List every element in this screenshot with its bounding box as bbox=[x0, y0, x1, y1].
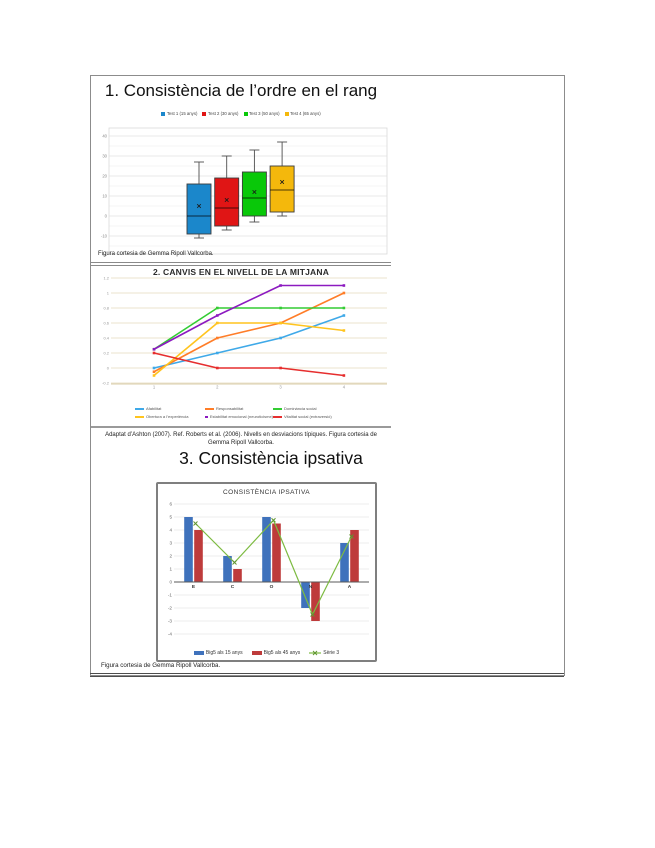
legend-item: Afabilitat bbox=[135, 406, 205, 411]
legend-swatch bbox=[273, 407, 282, 410]
legend-swatch bbox=[161, 111, 166, 116]
figure-2-caption: Adaptat d’Ashton (2007). Ref. Roberts et… bbox=[105, 432, 377, 447]
svg-text:40: 40 bbox=[102, 133, 107, 138]
svg-text:-20: -20 bbox=[101, 253, 108, 256]
legend-item: Test 2 (30 anys) bbox=[202, 111, 239, 116]
legend-swatch bbox=[273, 415, 282, 418]
legend-item: Test 1 (15 anys) bbox=[161, 111, 197, 116]
svg-text:3: 3 bbox=[169, 541, 172, 546]
svg-text:1: 1 bbox=[169, 567, 172, 572]
svg-text:5: 5 bbox=[169, 515, 172, 520]
bar-chart-frame: CONSISTÈNCIA IPSATIVA 6 5 4 3 2 1 0 -1 -2 -3 -4 E C O… bbox=[156, 482, 377, 662]
svg-text:1: 1 bbox=[107, 290, 110, 295]
svg-text:0.6: 0.6 bbox=[103, 320, 109, 325]
figure-3-caption: Figura cortesia de Gemma Ripoll Vallcorb… bbox=[101, 662, 221, 669]
legend-swatch bbox=[205, 407, 214, 410]
svg-text:20: 20 bbox=[102, 173, 107, 178]
svg-text:0: 0 bbox=[105, 213, 108, 218]
svg-text:E: E bbox=[192, 584, 196, 590]
svg-text:-1: -1 bbox=[168, 593, 173, 598]
svg-text:-4: -4 bbox=[168, 632, 173, 637]
legend-item: Sèrie 3 bbox=[309, 650, 339, 656]
bar-chart-title: CONSISTÈNCIA IPSATIVA bbox=[223, 489, 310, 496]
boxplot-legend: Test 1 (15 anys) Test 2 (30 anys) Test 3 (… bbox=[91, 111, 391, 116]
legend-swatch bbox=[193, 651, 204, 655]
legend-swatch bbox=[251, 651, 262, 655]
legend-item: Test 3 (50 anys) bbox=[243, 111, 280, 116]
legend-swatch bbox=[284, 111, 289, 116]
boxplot-chart: 40 30 20 10 0 -10 -20 bbox=[101, 127, 388, 256]
svg-text:3: 3 bbox=[279, 385, 282, 390]
svg-text:0: 0 bbox=[107, 365, 110, 370]
section-divider-2 bbox=[91, 426, 391, 428]
legend-swatch bbox=[243, 111, 248, 116]
svg-text:-3: -3 bbox=[168, 619, 173, 624]
bottom-double-rule bbox=[90, 673, 564, 677]
page-border-frame: 1. Consistència de l’ordre en el rang Te… bbox=[90, 75, 565, 676]
section-divider-1 bbox=[91, 262, 391, 266]
legend-swatch bbox=[135, 415, 144, 418]
svg-text:-2: -2 bbox=[168, 606, 173, 611]
legend-item: Test 4 (65 anys) bbox=[284, 111, 321, 116]
svg-text:C: C bbox=[231, 584, 235, 590]
line-chart: 1.2 1 0.8 0.6 0.4 0.2 0 -0.2 1 2 3 4 bbox=[102, 276, 387, 390]
line-chart-legend: Afabilitat Responsabilitat Dominància soci… bbox=[135, 406, 435, 419]
svg-text:O: O bbox=[270, 584, 274, 590]
svg-text:-10: -10 bbox=[101, 233, 108, 238]
svg-text:0.8: 0.8 bbox=[103, 305, 109, 310]
svg-text:A: A bbox=[348, 584, 352, 590]
svg-text:10: 10 bbox=[102, 193, 107, 198]
legend-item: Obertura a l’experiència bbox=[135, 414, 205, 419]
legend-item: Big5 als 15 anys bbox=[193, 650, 243, 656]
figure-1-title: 1. Consistència de l’ordre en el rang bbox=[104, 81, 378, 100]
legend-swatch bbox=[135, 407, 144, 410]
legend-item: Estabilitat emocional (neuroticisme) bbox=[205, 414, 273, 419]
svg-text:4: 4 bbox=[343, 385, 346, 390]
svg-text:0.4: 0.4 bbox=[103, 335, 109, 340]
svg-text:0: 0 bbox=[169, 580, 172, 585]
svg-text:1: 1 bbox=[153, 385, 156, 390]
svg-text:-0.2: -0.2 bbox=[102, 380, 110, 385]
svg-text:30: 30 bbox=[102, 153, 107, 158]
legend-item: Vitalitat social (extraversió) bbox=[273, 414, 435, 419]
legend-swatch bbox=[202, 111, 207, 116]
figure-3-title: 3. Consistència ipsativa bbox=[179, 448, 363, 468]
svg-text:6: 6 bbox=[169, 502, 172, 507]
svg-text:2: 2 bbox=[169, 554, 172, 559]
svg-text:0.2: 0.2 bbox=[103, 350, 109, 355]
svg-text:4: 4 bbox=[169, 528, 172, 533]
legend-swatch bbox=[205, 415, 208, 418]
svg-text:2: 2 bbox=[216, 385, 219, 390]
figure-2-title: 2. CANVIS EN EL NIVELL DE LA MITJANA bbox=[152, 267, 330, 277]
legend-swatch bbox=[309, 650, 322, 656]
legend-item: Dominància social bbox=[273, 406, 435, 411]
bar-chart: 6 5 4 3 2 1 0 -1 -2 -3 -4 E C O N A bbox=[168, 502, 369, 637]
bar-chart-legend: Big5 als 15 anys Big5 als 45 anys Sèrie 3 bbox=[158, 650, 375, 656]
figure-1-caption: Figura cortesia de Gemma Ripoll Vallcorb… bbox=[98, 251, 214, 257]
legend-item: Responsabilitat bbox=[205, 406, 273, 411]
svg-text:1.2: 1.2 bbox=[103, 276, 109, 280]
svg-text:N: N bbox=[309, 584, 313, 590]
legend-item: Big5 als 45 anys bbox=[251, 650, 300, 656]
